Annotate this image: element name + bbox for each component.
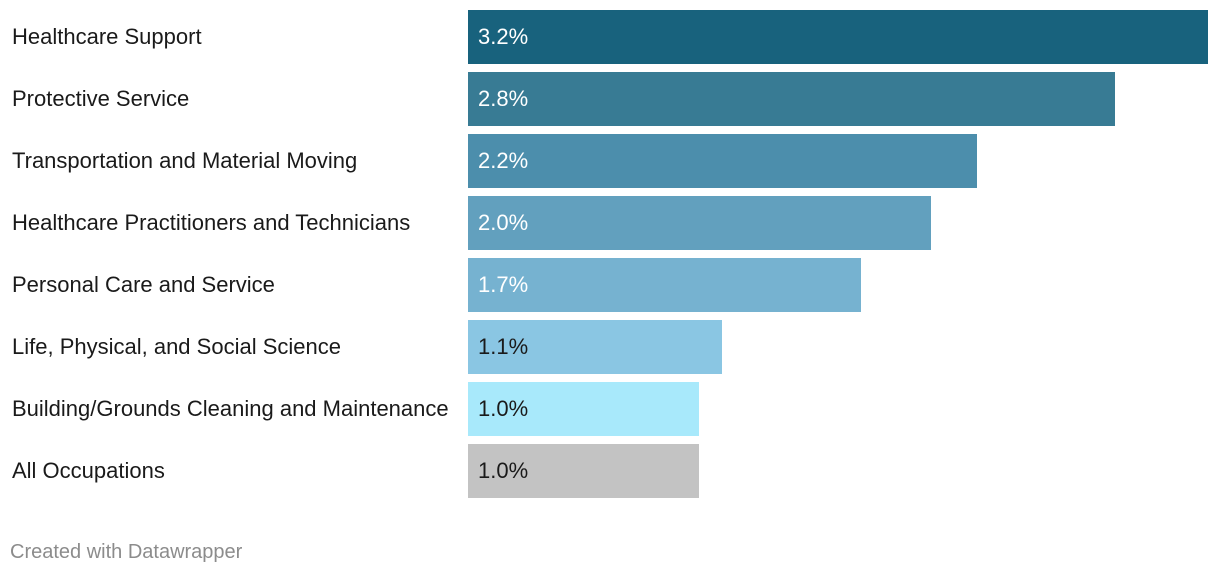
- bar: 1.1%: [468, 320, 722, 374]
- chart-row: All Occupations 1.0%: [0, 444, 1220, 498]
- category-label: Personal Care and Service: [12, 272, 275, 297]
- bar: 2.2%: [468, 134, 977, 188]
- category-label: Life, Physical, and Social Science: [12, 334, 341, 359]
- bar-chart: Healthcare Support 3.2% Protective Service…: [0, 10, 1220, 498]
- bar-value-label: 2.0%: [478, 210, 529, 235]
- bar: 1.0%: [468, 444, 699, 498]
- bar-value-label: 3.2%: [478, 24, 529, 49]
- bar: 2.0%: [468, 196, 931, 250]
- chart-row: Healthcare Support 3.2%: [0, 10, 1220, 64]
- category-label: Protective Service: [12, 86, 190, 111]
- chart-row: Healthcare Practitioners and Technicians…: [0, 196, 1220, 250]
- bar-value-label: 1.0%: [478, 396, 529, 421]
- bar-value-label: 1.0%: [478, 458, 529, 483]
- chart-row: Building/Grounds Cleaning and Maintenanc…: [0, 382, 1220, 436]
- bar: 1.7%: [468, 258, 861, 312]
- category-label: All Occupations: [12, 458, 165, 483]
- bar-value-label: 1.1%: [478, 334, 529, 359]
- bar: 1.0%: [468, 382, 699, 436]
- bar-value-label: 1.7%: [478, 272, 529, 297]
- category-label: Healthcare Support: [12, 24, 202, 49]
- bar-value-label: 2.2%: [478, 148, 529, 173]
- chart-row: Protective Service 2.8%: [0, 72, 1220, 126]
- chart-row: Transportation and Material Moving 2.2%: [0, 134, 1220, 188]
- chart-row: Personal Care and Service 1.7%: [0, 258, 1220, 312]
- category-label: Building/Grounds Cleaning and Maintenanc…: [12, 396, 449, 421]
- bar: 2.8%: [468, 72, 1115, 126]
- credit-text: Created with Datawrapper: [10, 541, 243, 563]
- bar-value-label: 2.8%: [478, 86, 529, 111]
- bar: 3.2%: [468, 10, 1208, 64]
- category-label: Transportation and Material Moving: [12, 148, 358, 173]
- category-label: Healthcare Practitioners and Technicians: [12, 210, 411, 235]
- chart-row: Life, Physical, and Social Science 1.1%: [0, 320, 1220, 374]
